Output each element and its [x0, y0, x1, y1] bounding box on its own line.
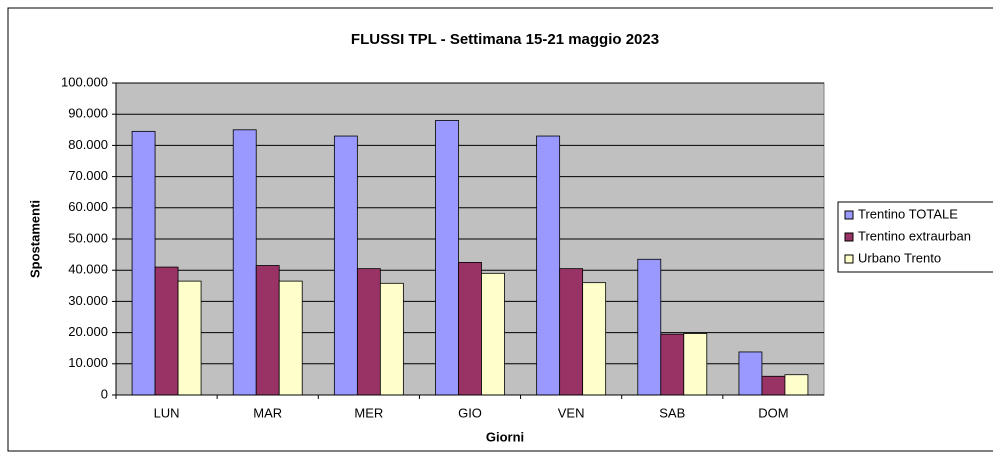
- bar: [738, 351, 763, 396]
- legend-swatch: [844, 210, 854, 220]
- x-tick-label: VEN: [558, 405, 585, 420]
- chart-title: FLUSSI TPL - Settimana 15-21 maggio 2023: [351, 31, 659, 48]
- bar: [660, 333, 685, 396]
- bar: [356, 268, 381, 396]
- y-tick-label: 0: [101, 386, 108, 401]
- bar: [333, 135, 358, 396]
- x-tick-label: GIO: [458, 405, 482, 420]
- y-tick-label: 90.000: [68, 106, 108, 121]
- bar: [255, 265, 280, 396]
- bar: [232, 129, 257, 396]
- legend-swatch: [844, 232, 854, 242]
- x-tick-label: MAR: [253, 405, 282, 420]
- bar: [784, 374, 809, 396]
- y-tick-label: 100.000: [61, 74, 108, 89]
- y-tick-label: 60.000: [68, 199, 108, 214]
- x-tick-label: MER: [354, 405, 383, 420]
- bar: [683, 333, 708, 396]
- bar: [154, 266, 179, 396]
- bar: [582, 282, 607, 396]
- bar: [637, 258, 662, 396]
- x-tick-label: LUN: [154, 405, 180, 420]
- y-tick-label: 70.000: [68, 168, 108, 183]
- bar: [559, 268, 584, 396]
- x-tick-label: DOM: [758, 405, 788, 420]
- x-tick-label: SAB: [659, 405, 685, 420]
- y-axis-label: Spostamenti: [27, 200, 42, 278]
- x-axis-label: Giorni: [486, 429, 524, 444]
- y-tick-label: 20.000: [68, 324, 108, 339]
- bar: [481, 272, 505, 396]
- y-tick-label: 10.000: [68, 355, 108, 370]
- y-tick-label: 80.000: [68, 137, 108, 152]
- bar: [536, 135, 561, 396]
- bar: [131, 130, 156, 396]
- legend-label: Urbano Trento: [858, 250, 941, 265]
- y-tick-label: 50.000: [68, 230, 108, 245]
- bar: [379, 282, 404, 396]
- legend-box: [837, 201, 993, 273]
- legend-swatch: [844, 254, 854, 264]
- legend-label: Trentino TOTALE: [858, 206, 958, 221]
- y-tick-label: 30.000: [68, 293, 108, 308]
- y-tick-label: 40.000: [68, 262, 108, 277]
- bar: [435, 120, 459, 396]
- legend-label: Trentino extraurban: [858, 228, 971, 243]
- bar: [177, 280, 202, 396]
- bar: [278, 280, 303, 396]
- bar: [458, 261, 482, 396]
- bar: [761, 375, 786, 396]
